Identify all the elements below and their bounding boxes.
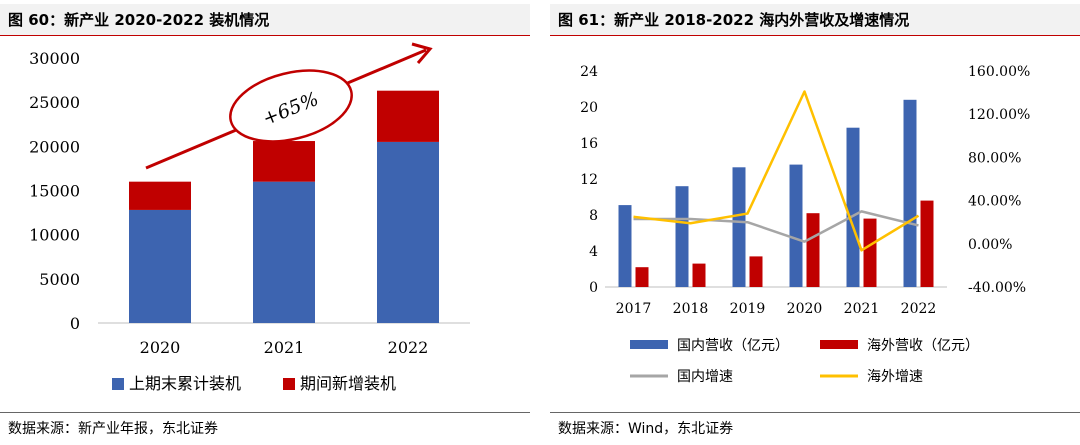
installations-stacked-bar-chart: 0 5000 10000 15000 20000 25000 30000 2020 2021 20…: [29, 42, 470, 393]
left-chart-axes: 0 5000 10000 15000 20000 25000 30000 2020 2021 20…: [29, 49, 470, 357]
bar-domestic-revenue: [618, 205, 632, 287]
figure-60-title: 图 60：新产业 2020-2022 装机情况: [8, 11, 270, 29]
bar-domestic-revenue: [846, 127, 860, 287]
y-tick-label: 20000: [29, 137, 80, 156]
line-domestic-growth: [633, 210, 919, 243]
y-tick-label: 15000: [29, 182, 80, 201]
right-chart-axes: 0 4 8 12 16 20 24 -40.00% 0.00% 40.00% 80.00% 120.0…: [580, 64, 1030, 317]
bar-overseas-revenue: [920, 200, 934, 287]
bar-overseas-revenue: [749, 256, 763, 287]
bar-overseas-revenue: [863, 218, 877, 287]
legend-label-overseas-growth: 海外增速: [867, 369, 923, 385]
left-y-tick-label: 24: [580, 64, 598, 80]
left-y-tick-label: 4: [589, 244, 598, 260]
legend-label-domestic-growth: 国内增速: [677, 369, 733, 385]
right-chart-lines: [633, 90, 920, 252]
right-y-tick-label: 80.00%: [968, 150, 1021, 166]
bar-prior-cumulative: [253, 181, 315, 323]
growth-ellipse: [229, 69, 353, 143]
x-tick-label: 2021: [264, 338, 305, 357]
figure-title-band: [0, 4, 530, 36]
right-y-tick-label: 40.00%: [968, 194, 1021, 210]
legend-label-overseas-revenue: 海外营收（亿元）: [867, 338, 979, 354]
figure-61-source: 数据来源：Wind，东北证券: [558, 421, 734, 437]
bar-prior-cumulative: [377, 141, 439, 323]
legend-swatch-prior: [112, 378, 124, 390]
bar-domestic-revenue: [675, 186, 689, 287]
figure-60-source: 数据来源：新产业年报，东北证券: [8, 421, 218, 437]
bar-domestic-revenue: [903, 99, 917, 287]
source-divider: [0, 412, 530, 413]
left-y-tick-label: 12: [580, 172, 598, 188]
legend-label-prior: 上期末累计装机: [129, 374, 241, 393]
revenue-growth-combo-chart: 0 4 8 12 16 20 24 -40.00% 0.00% 40.00% 80.00% 120.0…: [580, 64, 1030, 385]
left-chart-bars: [129, 90, 439, 323]
source-divider: [550, 412, 1080, 413]
y-tick-label: 10000: [29, 226, 80, 245]
right-y-tick-label: 0.00%: [968, 237, 1012, 253]
bar-overseas-revenue: [692, 263, 706, 287]
x-tick-label: 2020: [140, 338, 181, 357]
right-y-tick-label: -40.00%: [968, 280, 1026, 296]
right-y-tick-label: 160.00%: [968, 64, 1030, 80]
figure-61-title: 图 61：新产业 2018-2022 海内外营收及增速情况: [558, 11, 910, 29]
x-tick-label: 2018: [673, 301, 709, 317]
bar-overseas-revenue: [806, 213, 820, 287]
left-y-tick-label: 16: [580, 136, 598, 152]
bar-overseas-revenue: [635, 267, 649, 287]
y-tick-label: 0: [70, 314, 80, 333]
left-y-tick-label: 8: [589, 208, 598, 224]
figure-title-band: [550, 4, 1080, 36]
x-tick-label: 2017: [616, 301, 652, 317]
y-tick-label: 30000: [29, 49, 80, 68]
figure-60-panel: 图 60：新产业 2020-2022 装机情况 0 5000 10000 15000 2…: [0, 0, 530, 445]
legend-swatch-new: [283, 378, 295, 390]
right-y-tick-label: 120.00%: [968, 107, 1030, 123]
x-tick-label: 2021: [844, 301, 880, 317]
bar-domestic-revenue: [732, 167, 746, 287]
bar-new-installations: [377, 90, 439, 142]
bar-domestic-revenue: [789, 164, 803, 287]
x-tick-label: 2019: [730, 301, 766, 317]
legend-label-domestic-revenue: 国内营收（亿元）: [677, 338, 789, 354]
left-chart-legend: 上期末累计装机 期间新增装机: [112, 374, 396, 393]
bar-prior-cumulative: [129, 209, 191, 323]
bar-new-installations: [253, 141, 315, 182]
growth-arrow-head: [411, 42, 433, 64]
y-tick-label: 5000: [39, 270, 80, 289]
line-overseas-growth: [633, 90, 920, 252]
bar-new-installations: [129, 181, 191, 210]
y-tick-label: 25000: [29, 93, 80, 112]
right-chart-bars: [618, 99, 934, 287]
left-y-tick-label: 0: [589, 280, 598, 296]
left-y-tick-label: 20: [580, 100, 598, 116]
x-tick-label: 2022: [388, 338, 429, 357]
right-chart-legend: 国内营收（亿元） 海外营收（亿元） 国内增速 海外增速: [630, 338, 979, 385]
figure-61-panel: 图 61：新产业 2018-2022 海内外营收及增速情况 0 4 8 12 16 20 2…: [550, 0, 1080, 445]
legend-label-new: 期间新增装机: [300, 374, 396, 393]
legend-swatch-domestic-revenue: [630, 340, 668, 349]
legend-swatch-overseas-revenue: [820, 340, 858, 349]
growth-annotation: +65%: [145, 42, 433, 170]
x-tick-label: 2020: [787, 301, 823, 317]
x-tick-label: 2022: [901, 301, 937, 317]
